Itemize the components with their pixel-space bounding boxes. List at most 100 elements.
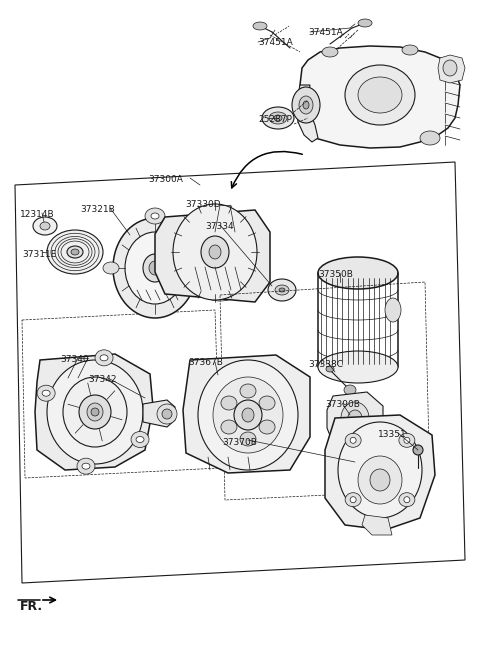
Ellipse shape [404,438,410,443]
Ellipse shape [259,420,275,434]
Ellipse shape [42,390,50,396]
Ellipse shape [322,47,338,57]
Text: 37321B: 37321B [80,205,115,214]
Ellipse shape [350,438,356,443]
Ellipse shape [95,350,113,366]
Ellipse shape [87,403,103,421]
Text: 37300A: 37300A [148,175,183,184]
Ellipse shape [37,385,55,401]
Polygon shape [438,55,465,83]
Ellipse shape [318,351,398,383]
Ellipse shape [338,422,422,518]
Ellipse shape [157,404,177,424]
Polygon shape [325,415,435,530]
Ellipse shape [348,410,362,426]
Ellipse shape [370,469,390,491]
Ellipse shape [274,115,282,121]
Ellipse shape [131,432,149,447]
Polygon shape [296,85,318,142]
Polygon shape [183,355,310,473]
Ellipse shape [292,87,320,123]
Ellipse shape [113,218,197,318]
Ellipse shape [143,254,167,282]
Ellipse shape [221,396,237,410]
Ellipse shape [350,497,356,502]
Ellipse shape [259,396,275,410]
Polygon shape [327,392,383,446]
Ellipse shape [63,377,127,447]
Text: FR.: FR. [20,600,43,613]
Ellipse shape [234,400,262,430]
Ellipse shape [82,463,90,469]
Ellipse shape [240,384,256,398]
Ellipse shape [201,236,229,268]
Ellipse shape [242,408,254,422]
Ellipse shape [345,434,361,447]
Ellipse shape [191,262,207,274]
Ellipse shape [151,213,159,219]
Ellipse shape [173,204,257,300]
Ellipse shape [275,285,289,295]
Text: 37330D: 37330D [185,200,221,209]
Ellipse shape [40,222,50,230]
Ellipse shape [341,402,369,434]
Text: 37338C: 37338C [308,360,343,369]
Text: 37451A: 37451A [258,38,293,47]
Ellipse shape [47,230,103,274]
Ellipse shape [209,245,221,259]
Ellipse shape [358,77,402,113]
Polygon shape [35,354,153,470]
Ellipse shape [145,208,165,224]
Ellipse shape [399,434,415,447]
Ellipse shape [67,246,83,258]
Ellipse shape [91,408,99,416]
Ellipse shape [358,19,372,27]
Polygon shape [362,515,392,535]
Ellipse shape [100,355,108,361]
Ellipse shape [125,232,185,304]
Ellipse shape [358,456,402,504]
Text: 37350B: 37350B [318,270,353,279]
Text: 37334: 37334 [205,222,234,231]
Text: 13351: 13351 [378,430,407,439]
Text: 37340: 37340 [60,355,89,364]
Ellipse shape [162,409,172,419]
Ellipse shape [326,366,334,372]
Text: 12314B: 12314B [20,210,55,219]
Ellipse shape [213,377,283,453]
Ellipse shape [149,261,161,275]
Polygon shape [143,400,175,427]
Ellipse shape [262,107,294,129]
Ellipse shape [240,432,256,446]
Ellipse shape [443,60,457,76]
Text: 37390B: 37390B [325,400,360,409]
Ellipse shape [47,360,143,464]
Ellipse shape [77,458,95,474]
Ellipse shape [344,385,356,395]
Ellipse shape [198,360,298,470]
Text: 37370B: 37370B [222,438,257,447]
Ellipse shape [268,279,296,301]
Ellipse shape [404,497,410,502]
Text: 37367B: 37367B [188,358,223,367]
Ellipse shape [221,420,237,434]
Text: 25287P: 25287P [258,115,292,124]
Text: 37311E: 37311E [22,250,56,259]
Ellipse shape [279,288,285,292]
Ellipse shape [136,436,144,443]
Text: 37342: 37342 [88,375,117,384]
Ellipse shape [253,22,267,30]
Ellipse shape [79,395,111,429]
Ellipse shape [318,257,398,289]
Ellipse shape [420,131,440,145]
Ellipse shape [385,298,401,322]
Polygon shape [155,210,270,302]
Text: 37451A: 37451A [308,28,343,37]
Ellipse shape [402,45,418,55]
Ellipse shape [345,493,361,506]
Ellipse shape [399,493,415,506]
Ellipse shape [71,249,79,255]
Polygon shape [298,46,460,148]
Ellipse shape [299,96,313,114]
Ellipse shape [33,217,57,235]
